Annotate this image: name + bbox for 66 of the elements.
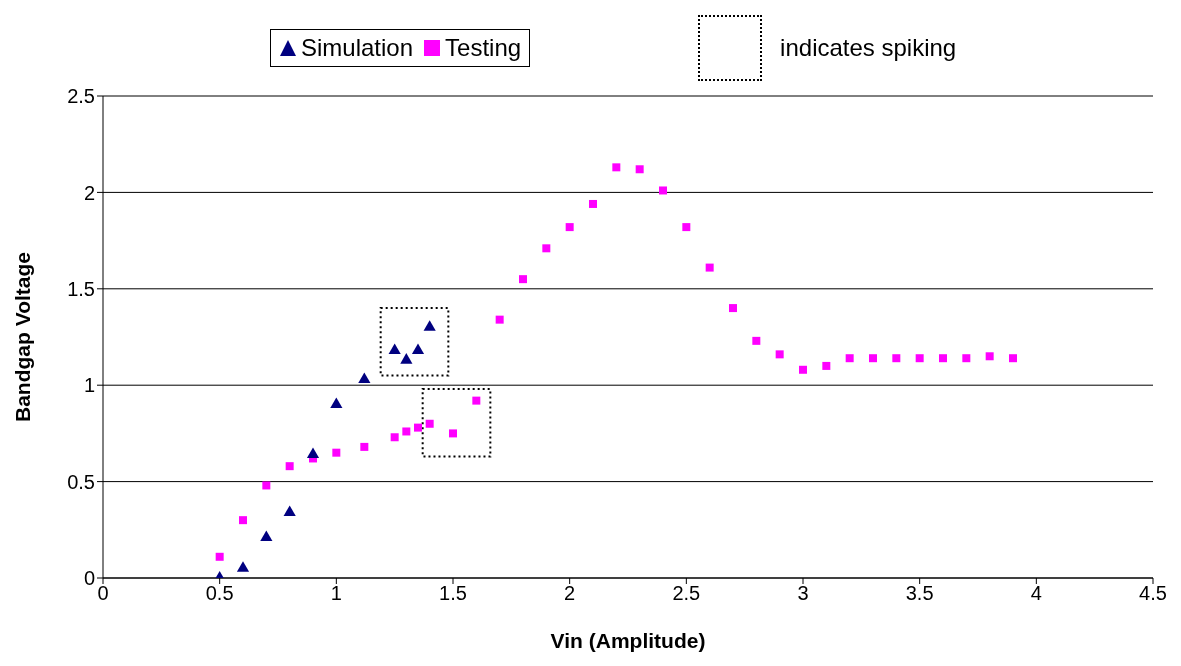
x-axis-title: Vin (Amplitude) [550,629,706,652]
x-tick-label: 0 [97,582,109,605]
point [939,354,947,363]
y-tick-label: 1.5 [67,277,95,300]
point [612,163,621,172]
point [236,561,250,572]
y-tick-label: 2 [83,181,95,204]
point [358,372,371,383]
point [411,343,425,355]
point [239,516,247,525]
x-tick-label: 2 [564,582,576,605]
point [390,433,399,442]
x-tick-label: 4 [1030,582,1042,605]
point [565,223,574,232]
point [215,552,224,561]
point [449,429,457,438]
point [495,315,504,324]
point [869,354,877,363]
point [985,352,994,361]
x-tick-label: 2.5 [672,582,701,605]
legend-label: Testing [444,34,522,62]
point [542,244,551,253]
y-axis-title: Bandgap Voltage [11,252,35,422]
point [400,353,413,364]
point [845,354,854,363]
y-tick-label: 0.5 [67,470,95,493]
point [472,396,481,405]
point [306,447,320,459]
point [915,354,924,363]
point [775,350,784,359]
point [425,419,434,428]
point [360,442,369,451]
point [519,275,527,284]
point [388,343,401,355]
point [283,505,296,516]
point [262,481,271,490]
point [752,336,761,345]
point [682,223,691,232]
text: indicates spiking [780,34,957,62]
y-tick-label: 0 [83,567,95,590]
legend-label: Simulation [300,34,414,62]
point [330,397,343,408]
point [260,530,273,542]
x-tick-label: 3.5 [905,582,934,605]
x-tick-label: 4.5 [1139,582,1167,605]
x-tick-label: 1 [330,582,342,605]
y-tick-label: 1 [83,374,95,397]
point [402,427,411,436]
point [635,165,644,174]
point [799,365,807,374]
x-tick-label: 3 [797,582,809,605]
point [705,263,714,272]
point [962,354,971,363]
x-tick-label: 0.5 [205,582,234,605]
y-tick-label: 2.5 [67,85,95,108]
point [423,320,436,331]
point [1009,354,1017,363]
point [892,354,901,363]
point [589,199,597,208]
point [414,423,422,432]
x-tick-label: 1.5 [439,582,467,605]
point [822,361,831,370]
point [332,448,341,457]
point [729,304,737,313]
point [659,186,667,195]
point [285,462,294,471]
